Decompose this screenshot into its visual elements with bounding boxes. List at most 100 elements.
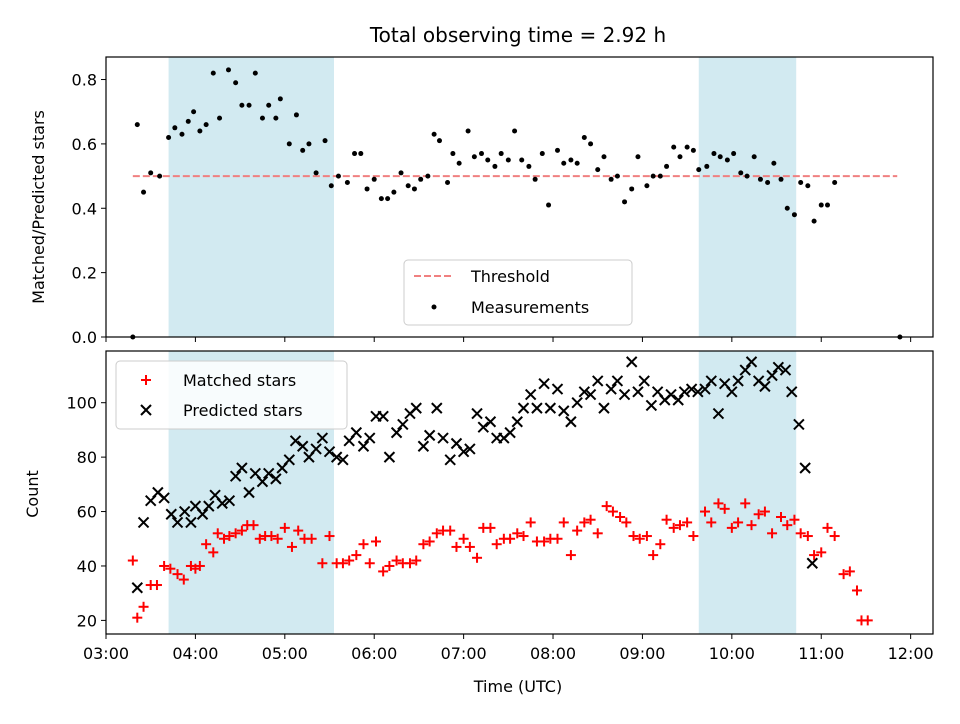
point-1-1-75 (632, 386, 644, 398)
point-0-0-10 (197, 128, 203, 134)
point-1-0-80 (655, 539, 666, 550)
shaded-interval-1-1 (698, 351, 797, 634)
point-1-1-61 (538, 377, 550, 390)
point-0-0-41 (411, 186, 417, 192)
point-1-0-58 (505, 533, 516, 544)
point-1-1-51 (471, 407, 483, 420)
point-1-0-56 (491, 539, 502, 550)
point-1-1-33 (350, 426, 363, 439)
point-1-0-105 (829, 531, 840, 542)
point-1-1-50 (464, 443, 476, 455)
point-1-0-46 (424, 536, 435, 547)
point-1-0-35 (351, 550, 362, 561)
point-0-0-71 (614, 173, 620, 179)
point-0-0-90 (744, 173, 750, 179)
xtick-label-2: 05:00 (262, 644, 308, 663)
point-1-1-42 (410, 402, 422, 414)
point-0-0-8 (185, 118, 191, 124)
point-0-0-32 (352, 151, 358, 157)
point-0-0-44 (431, 131, 437, 137)
point-0-0-59 (532, 176, 538, 182)
point-1-1-44 (423, 429, 436, 442)
point-1-1-63 (551, 383, 564, 395)
point-1-1-40 (397, 418, 409, 431)
point-1-0-93 (746, 520, 757, 531)
point-0-0-75 (644, 183, 650, 189)
point-0-0-69 (601, 154, 607, 160)
point-1-0-49 (445, 525, 456, 536)
point-1-0-21 (254, 533, 265, 544)
point-1-1-71 (605, 383, 617, 395)
legends: Threshold Measurements Matched stars Predic… (115, 259, 633, 430)
point-0-0-66 (581, 134, 587, 140)
point-1-1-23 (283, 454, 295, 466)
point-1-1-101 (806, 557, 819, 569)
point-0-0-29 (328, 183, 334, 189)
point-0-0-39 (398, 170, 404, 176)
point-0-0-25 (300, 147, 306, 153)
point-1-0-27 (293, 525, 304, 536)
point-1-0-11 (194, 560, 205, 571)
point-1-1-45 (431, 402, 443, 414)
point-0-0-21 (273, 115, 279, 121)
point-1-1-62 (544, 402, 557, 414)
point-1-0-110 (862, 615, 873, 626)
point-0-0-5 (166, 134, 172, 140)
point-1-1-29 (323, 445, 336, 458)
point-1-1-89 (726, 386, 738, 398)
point-1-0-34 (344, 555, 355, 566)
point-1-0-107 (844, 566, 855, 577)
point-1-1-11 (203, 500, 215, 512)
point-1-0-78 (641, 531, 652, 542)
point-1-1-66 (571, 396, 583, 409)
point-0-0-40 (405, 183, 411, 189)
point-1-0-76 (628, 531, 639, 542)
legend-ratio: Threshold Measurements (403, 259, 633, 326)
point-0-0-23 (286, 141, 292, 147)
point-1-0-37 (364, 558, 375, 569)
point-1-1-5 (165, 508, 177, 520)
point-0-0-52 (485, 157, 491, 163)
legend-matched-swatch (141, 375, 151, 385)
point-0-0-83 (696, 167, 702, 173)
point-1-0-106 (838, 569, 849, 580)
point-1-1-15 (229, 470, 242, 482)
point-1-1-46 (437, 432, 449, 444)
point-1-0-83 (674, 520, 685, 531)
point-0-0-81 (684, 144, 690, 150)
point-0-0-46 (445, 180, 451, 186)
point-1-1-21 (270, 473, 282, 485)
point-1-0-100 (795, 528, 806, 539)
point-1-0-70 (585, 514, 596, 525)
point-0-0-74 (635, 154, 641, 160)
point-0-0-87 (724, 157, 730, 163)
legend-counts: Matched stars Predicted stars (115, 360, 348, 430)
point-0-0-55 (505, 157, 511, 163)
point-0-0-26 (306, 141, 312, 147)
point-0-0-72 (622, 199, 628, 205)
point-0-0-85 (711, 151, 717, 157)
point-1-1-65 (565, 416, 577, 428)
xtick-label-8: 11:00 (798, 644, 844, 663)
point-1-0-24 (272, 533, 283, 544)
point-1-0-5 (159, 560, 170, 571)
point-1-0-33 (337, 558, 348, 569)
axes-frame-counts (105, 350, 934, 635)
point-1-1-87 (712, 407, 725, 420)
point-0-0-78 (664, 163, 670, 169)
axes-frame-ratio (105, 56, 934, 338)
point-0-0-92 (757, 176, 763, 182)
xtick-label-6: 09:00 (619, 644, 665, 663)
shaded-interval-0-0 (168, 57, 334, 337)
ytick-label-counts-3: 80 (77, 448, 97, 467)
point-1-0-4 (151, 580, 162, 591)
point-1-0-29 (306, 533, 317, 544)
point-0-0-18 (252, 70, 258, 76)
point-1-1-53 (484, 416, 497, 428)
xtick-label-7: 10:00 (709, 644, 755, 663)
point-0-0-7 (179, 131, 185, 137)
point-1-1-96 (772, 361, 785, 374)
point-1-0-40 (384, 560, 395, 571)
legend-threshold-label: Threshold (470, 267, 550, 286)
point-1-0-59 (512, 528, 523, 539)
